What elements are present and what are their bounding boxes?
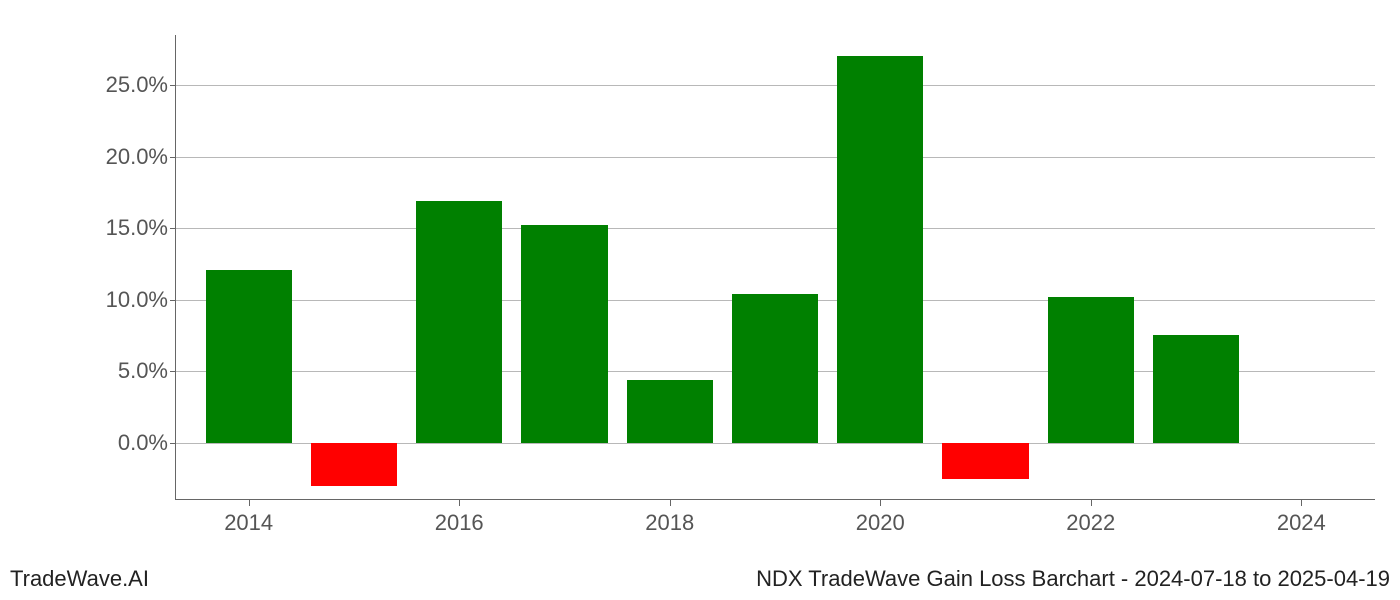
y-tick-mark [170,371,176,372]
y-tick-label: 5.0% [68,358,168,384]
footer-left-text: TradeWave.AI [10,566,149,592]
bar-2015 [311,443,397,486]
bar-2019 [732,294,818,443]
footer-right-text: NDX TradeWave Gain Loss Barchart - 2024-… [756,566,1390,592]
y-tick-label: 25.0% [68,72,168,98]
y-gridline [176,157,1375,158]
x-tick-mark [880,500,881,506]
y-tick-mark [170,300,176,301]
x-tick-label: 2024 [1277,510,1326,536]
y-tick-label: 0.0% [68,430,168,456]
x-tick-label: 2014 [224,510,273,536]
y-tick-label: 15.0% [68,215,168,241]
y-tick-mark [170,85,176,86]
y-tick-label: 20.0% [68,144,168,170]
x-tick-mark [1091,500,1092,506]
y-tick-label: 10.0% [68,287,168,313]
bar-2017 [521,225,607,442]
x-tick-label: 2018 [645,510,694,536]
y-gridline [176,228,1375,229]
y-tick-mark [170,228,176,229]
bar-2014 [206,270,292,443]
bar-2022 [1048,297,1134,443]
x-tick-label: 2016 [435,510,484,536]
bar-2020 [837,56,923,442]
x-tick-label: 2022 [1066,510,1115,536]
bar-2018 [627,380,713,443]
x-tick-mark [249,500,250,506]
x-tick-label: 2020 [856,510,905,536]
x-tick-mark [459,500,460,506]
x-tick-mark [1301,500,1302,506]
bar-2023 [1153,335,1239,442]
barchart-container: TradeWave.AI NDX TradeWave Gain Loss Bar… [0,0,1400,600]
bar-2021 [942,443,1028,479]
y-gridline [176,85,1375,86]
y-tick-mark [170,443,176,444]
bar-2016 [416,201,502,443]
y-tick-mark [170,157,176,158]
x-tick-mark [670,500,671,506]
